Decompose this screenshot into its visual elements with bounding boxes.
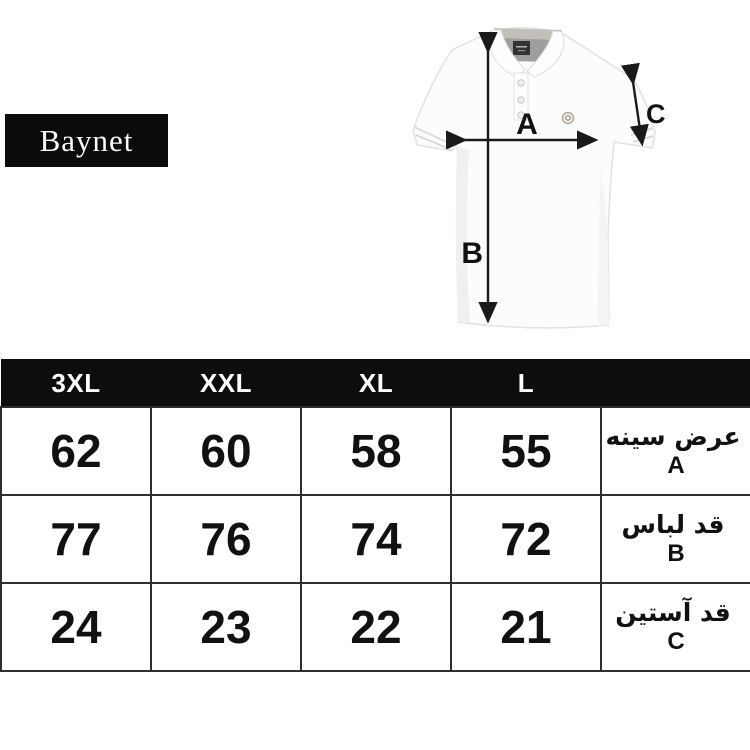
size-column-header: XXL	[150, 359, 302, 408]
row-label-fa: قد آستین	[615, 597, 731, 627]
collar-flap-right	[526, 30, 565, 78]
size-value-cell: 24	[0, 582, 152, 672]
chest-badge-inner	[565, 115, 571, 121]
size-value-cell: 22	[300, 582, 452, 672]
measure-label-b: B	[461, 237, 483, 270]
shirt-diagram: A B C	[390, 15, 680, 355]
left-cuff-seam	[413, 126, 452, 145]
size-value-cell: 58	[300, 406, 452, 496]
size-value-cell: 62	[0, 406, 152, 496]
brand-name: Baynet	[39, 122, 134, 158]
measure-label-a: A	[516, 108, 538, 141]
size-value-cell: 21	[450, 582, 602, 672]
row-label-cell: عرض سینه A	[600, 406, 750, 496]
row-label-cell: قد لباس B	[600, 494, 750, 584]
size-value-cell: 74	[300, 494, 452, 584]
row-label-fa: عرض سینه	[605, 421, 741, 451]
size-value-cell: 60	[150, 406, 302, 496]
size-table: 3XL XXL XL L 62 60 58 55 عرض سینه A 77 7…	[0, 359, 750, 672]
measure-arrow-c	[620, 62, 649, 147]
row-label-letter: A	[667, 452, 685, 480]
size-value-cell: 76	[150, 494, 302, 584]
neck-label	[513, 41, 530, 55]
left-body-shadow	[455, 145, 470, 323]
size-value-cell: 77	[0, 494, 152, 584]
chest-badge	[561, 111, 575, 125]
size-column-header: L	[450, 359, 602, 408]
neck-label-text-line2	[518, 50, 525, 52]
size-column-header: XL	[300, 359, 452, 408]
table-row-length: 77 76 74 72 قد لباس B	[0, 494, 750, 584]
size-value-cell: 55	[450, 406, 602, 496]
button-2	[517, 96, 525, 104]
size-column-header-blank	[600, 359, 750, 408]
measure-label-c: C	[646, 99, 666, 129]
polo-shirt-svg: A B C	[412, 27, 666, 329]
row-label-letter: C	[667, 628, 685, 656]
button-1	[517, 79, 525, 87]
size-value-cell: 23	[150, 582, 302, 672]
size-column-header: 3XL	[0, 359, 152, 408]
row-label-cell: قد آستین C	[600, 582, 750, 672]
row-label-fa: قد لباس	[621, 509, 725, 539]
size-table-header-row: 3XL XXL XL L	[0, 359, 750, 408]
brand-logo: Baynet	[5, 114, 168, 167]
neck-label-text-line	[516, 46, 527, 48]
right-body-shadow	[598, 165, 609, 326]
button-3	[517, 111, 525, 119]
collar-band	[494, 28, 562, 40]
size-value-cell: 72	[450, 494, 602, 584]
row-label-letter: B	[667, 540, 685, 568]
table-row-sleeve: 24 23 22 21 قد آستین C	[0, 582, 750, 672]
table-row-chest: 62 60 58 55 عرض سینه A	[0, 406, 750, 496]
